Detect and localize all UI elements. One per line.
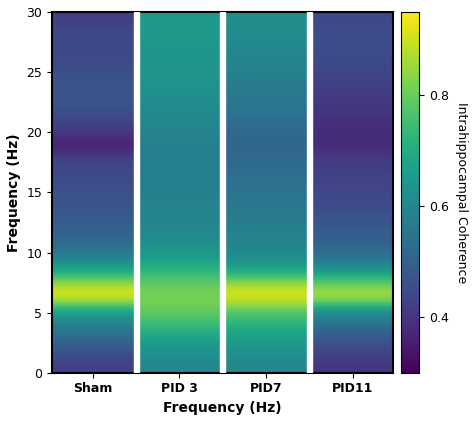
Y-axis label: Frequency (Hz): Frequency (Hz) — [7, 133, 21, 252]
Y-axis label: Intrahippocampal Coherence: Intrahippocampal Coherence — [455, 102, 468, 283]
Bar — [220, 12, 225, 373]
X-axis label: Frequency (Hz): Frequency (Hz) — [164, 401, 282, 415]
Bar — [307, 12, 312, 373]
Bar — [134, 12, 138, 373]
